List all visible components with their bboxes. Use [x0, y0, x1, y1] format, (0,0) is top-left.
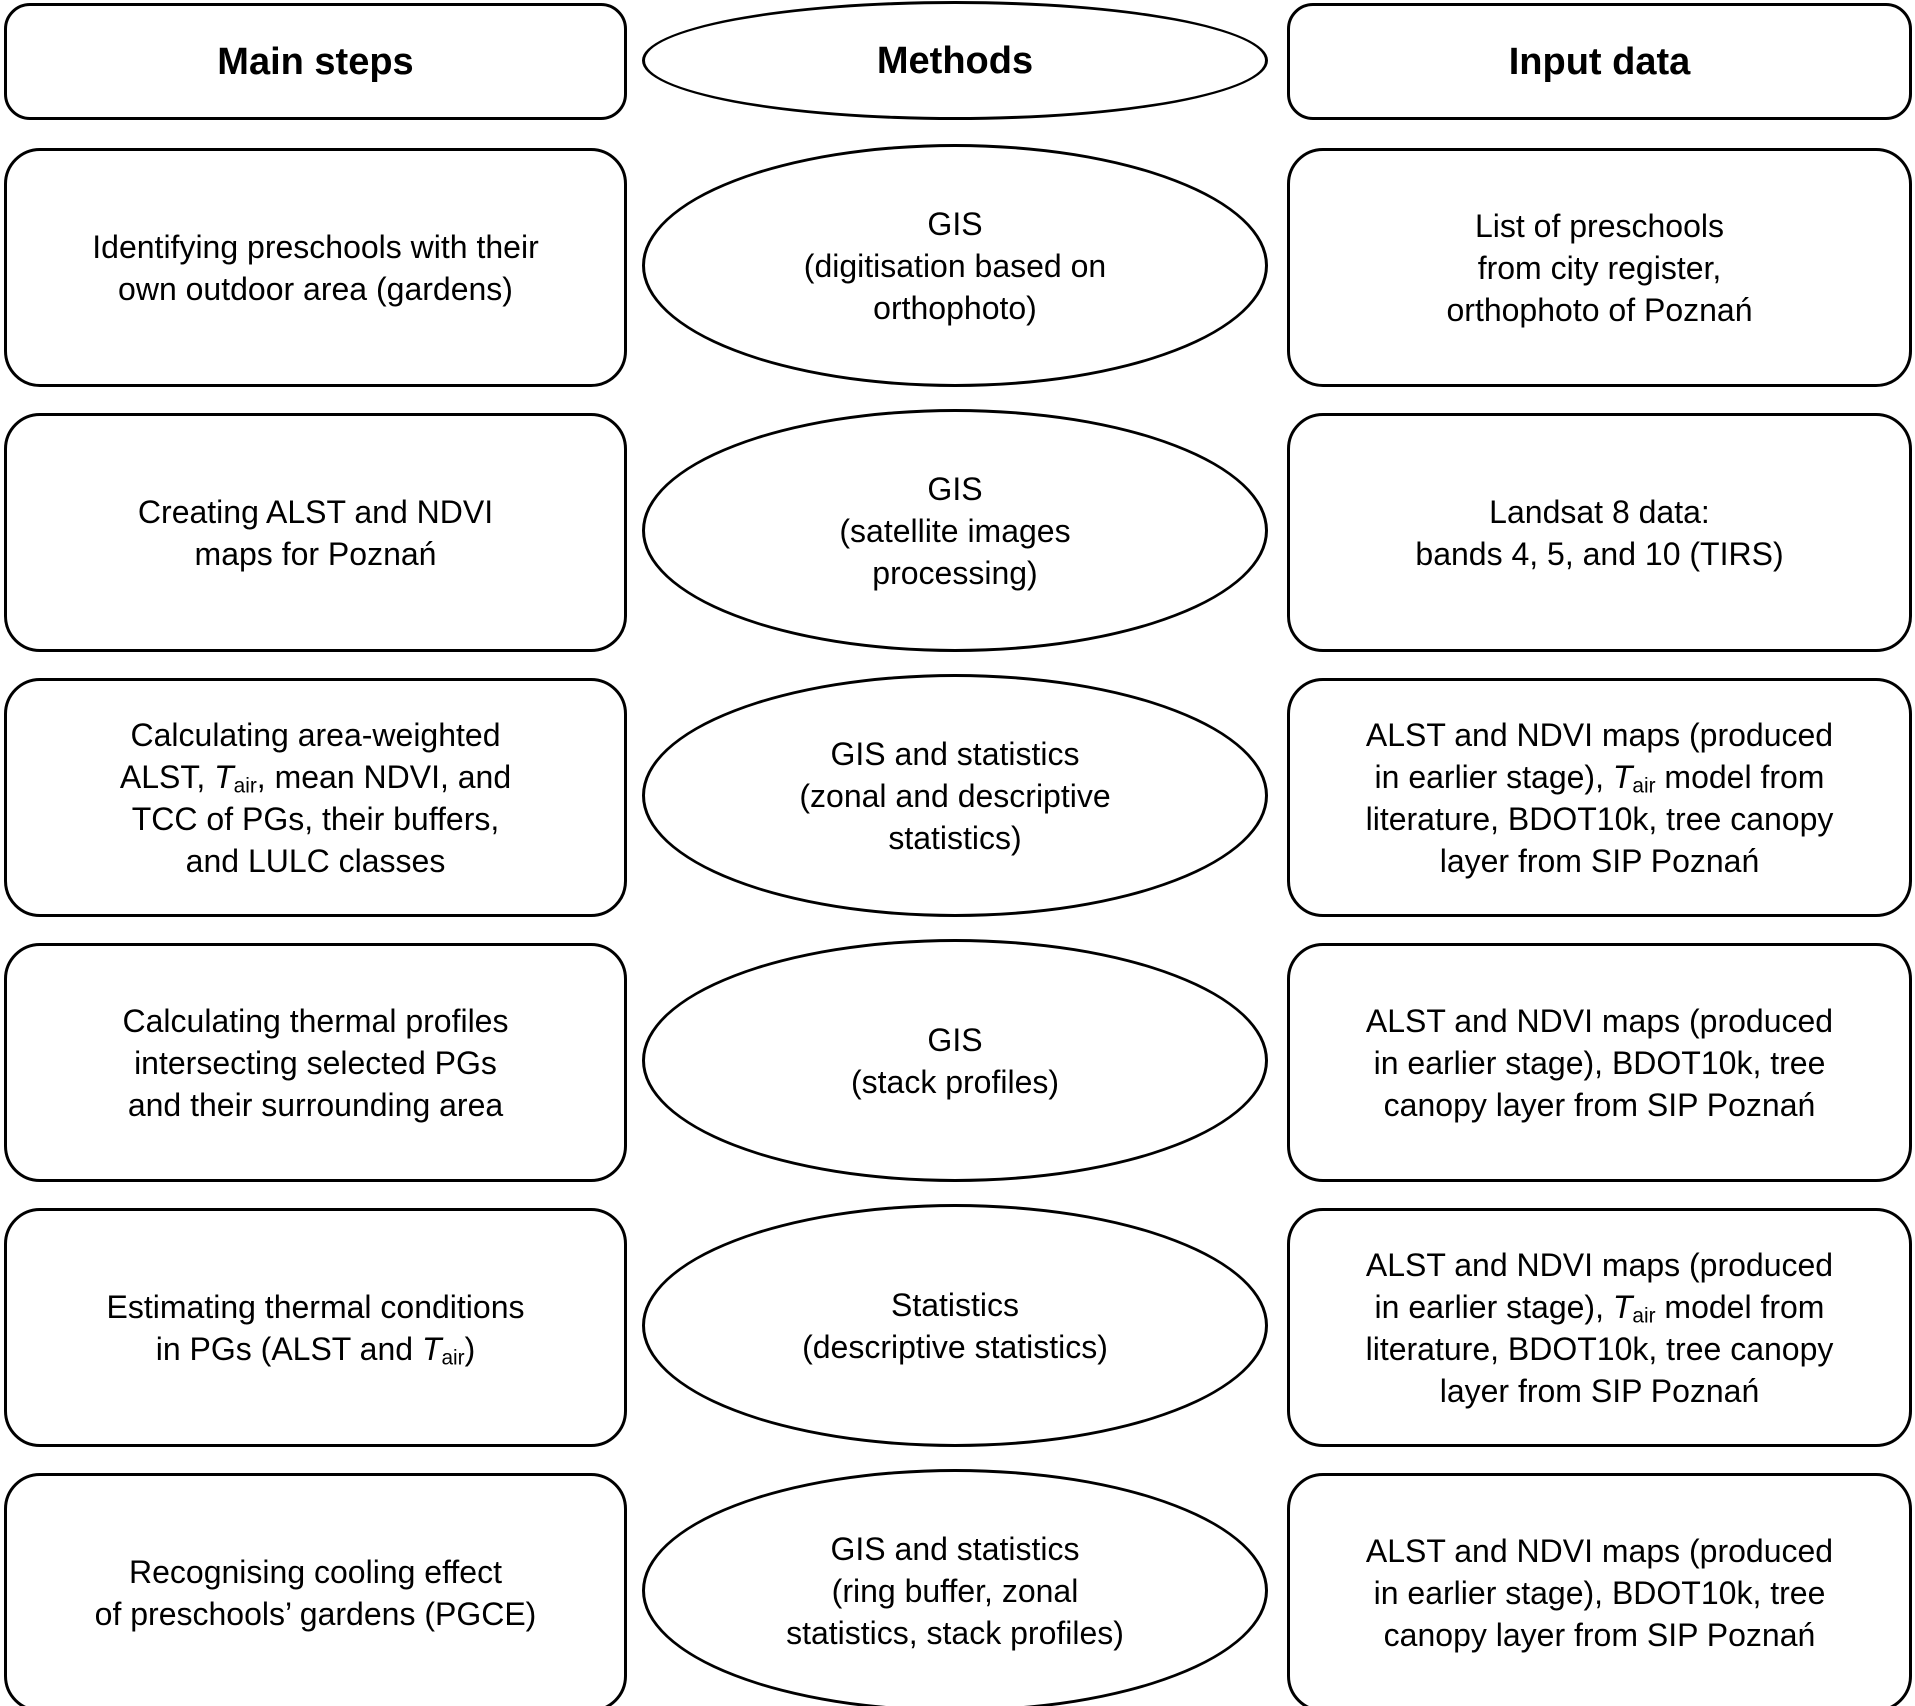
step-box-4: Calculating thermal profiles intersectin… [4, 943, 627, 1182]
method-text-3: GIS and statistics (zonal and descriptiv… [799, 735, 1111, 856]
diagram-row-6: Recognising cooling effect of preschools… [4, 1469, 1915, 1706]
column-spacer [627, 943, 642, 1182]
column-spacer [1268, 678, 1287, 917]
method-ellipse-3: GIS and statistics (zonal and descriptiv… [642, 674, 1268, 917]
method-ellipse-2: GIS (satellite images processing) [642, 409, 1268, 652]
diagram-row-5: Estimating thermal conditions in PGs (AL… [4, 1204, 1915, 1447]
column-spacer [627, 148, 642, 387]
step-box-1: Identifying preschools with their own ou… [4, 148, 627, 387]
column-spacer [627, 1473, 642, 1706]
header-methods: Methods [642, 1, 1268, 120]
column-spacer [1268, 1208, 1287, 1447]
input-text-6: ALST and NDVI maps (produced in earlier … [1365, 1532, 1834, 1653]
input-text-2: Landsat 8 data: bands 4, 5, and 10 (TIRS… [1415, 493, 1784, 572]
step-box-5: Estimating thermal conditions in PGs (AL… [4, 1208, 627, 1447]
header-main-steps-label: Main steps [217, 40, 414, 83]
column-spacer [1268, 148, 1287, 387]
column-spacer [1268, 3, 1287, 120]
method-ellipse-6: GIS and statistics (ring buffer, zonal s… [642, 1469, 1268, 1706]
diagram-row-3: Calculating area-weighted ALST, Tair, me… [4, 674, 1915, 917]
diagram-row-2: Creating ALST and NDVI maps for Poznań G… [4, 409, 1915, 652]
step-text-1: Identifying preschools with their own ou… [92, 228, 539, 307]
step-box-3: Calculating area-weighted ALST, Tair, me… [4, 678, 627, 917]
column-spacer [627, 678, 642, 917]
column-spacer [1268, 413, 1287, 652]
method-ellipse-1: GIS (digitisation based on orthophoto) [642, 144, 1268, 387]
header-methods-label: Methods [876, 39, 1034, 82]
input-box-4: ALST and NDVI maps (produced in earlier … [1287, 943, 1912, 1182]
method-text-6: GIS and statistics (ring buffer, zonal s… [786, 1530, 1124, 1651]
method-text-4: GIS (stack profiles) [850, 1021, 1060, 1100]
input-box-2: Landsat 8 data: bands 4, 5, and 10 (TIRS… [1287, 413, 1912, 652]
step-text-5: Estimating thermal conditions in PGs (AL… [106, 1288, 525, 1370]
step-text-6: Recognising cooling effect of preschools… [94, 1553, 537, 1632]
column-spacer [627, 413, 642, 652]
diagram-row-4: Calculating thermal profiles intersectin… [4, 939, 1915, 1182]
method-text-5: Statistics (descriptive statistics) [802, 1286, 1108, 1365]
method-text-2: GIS (satellite images processing) [839, 470, 1071, 591]
column-spacer [1268, 943, 1287, 1182]
input-box-5: ALST and NDVI maps (produced in earlier … [1287, 1208, 1912, 1447]
column-spacer [627, 1208, 642, 1447]
header-input-data: Input data [1287, 3, 1912, 120]
input-box-3: ALST and NDVI maps (produced in earlier … [1287, 678, 1912, 917]
method-text-1: GIS (digitisation based on orthophoto) [803, 205, 1107, 326]
method-ellipse-5: Statistics (descriptive statistics) [642, 1204, 1268, 1447]
input-box-6: ALST and NDVI maps (produced in earlier … [1287, 1473, 1912, 1706]
column-spacer [1268, 1473, 1287, 1706]
header-row: Main steps Methods Input data [4, 1, 1915, 120]
diagram-row-1: Identifying preschools with their own ou… [4, 144, 1915, 387]
column-spacer [627, 3, 642, 120]
step-box-6: Recognising cooling effect of preschools… [4, 1473, 627, 1706]
input-text-4: ALST and NDVI maps (produced in earlier … [1365, 1002, 1834, 1123]
step-text-2: Creating ALST and NDVI maps for Poznań [137, 493, 494, 572]
method-ellipse-4: GIS (stack profiles) [642, 939, 1268, 1182]
step-text-3: Calculating area-weighted ALST, Tair, me… [119, 716, 512, 879]
input-text-3: ALST and NDVI maps (produced in earlier … [1365, 716, 1834, 879]
header-input-data-label: Input data [1508, 40, 1691, 83]
step-box-2: Creating ALST and NDVI maps for Poznań [4, 413, 627, 652]
input-box-1: List of preschools from city register, o… [1287, 148, 1912, 387]
step-text-4: Calculating thermal profiles intersectin… [122, 1002, 509, 1123]
input-text-5: ALST and NDVI maps (produced in earlier … [1365, 1246, 1834, 1409]
input-text-1: List of preschools from city register, o… [1446, 207, 1753, 328]
header-main-steps: Main steps [4, 3, 627, 120]
